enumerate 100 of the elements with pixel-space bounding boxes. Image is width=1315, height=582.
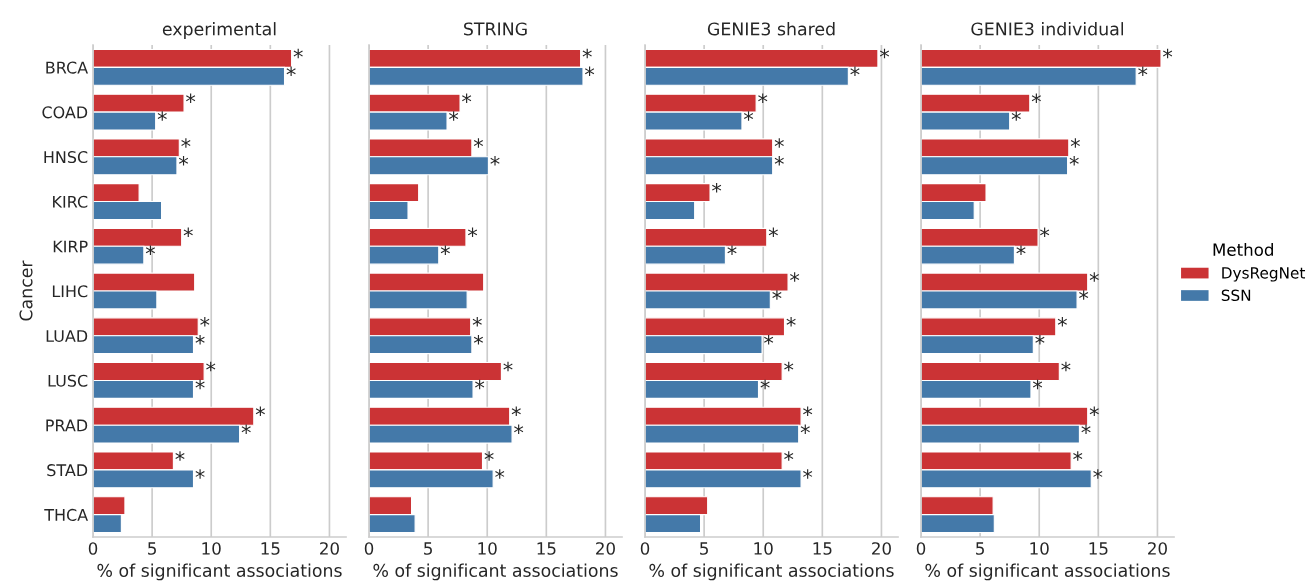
data-label: * [1061, 361, 1071, 372]
x-tick-label: 15 [261, 542, 280, 555]
data-label: * [1032, 379, 1043, 390]
x-tick-label: 5 [976, 542, 984, 555]
data-label: * [784, 361, 794, 372]
chart-title: GENIE3 individual [971, 22, 1124, 36]
x-tick-label: 10 [202, 542, 221, 555]
y-tick-label: KIRC [53, 195, 88, 208]
data-label: * [786, 317, 796, 327]
data-label: * [1093, 469, 1103, 479]
x-tick-label: 20 [596, 542, 615, 555]
y-tick-label: PRAD [46, 419, 88, 432]
data-label: * [774, 138, 784, 148]
data-label: * [183, 227, 193, 238]
data-label: * [495, 469, 505, 479]
y-tick-label: COAD [42, 106, 88, 119]
y-tick-label: KIRP [53, 240, 88, 253]
chart-title: GENIE3 shared [707, 22, 835, 36]
data-label: * [803, 406, 813, 417]
data-label: * [1089, 406, 1099, 417]
data-label: * [462, 93, 472, 103]
data-label: * [514, 424, 524, 434]
data-label: * [195, 469, 205, 479]
x-axis-title: % of significant associations [925, 563, 1170, 581]
data-label: * [473, 138, 484, 148]
data-label: * [1069, 156, 1079, 166]
data-label: * [1016, 245, 1026, 256]
data-label: * [772, 290, 782, 300]
data-label: * [475, 379, 485, 390]
data-label: * [850, 66, 860, 77]
x-tick-label: 0 [364, 542, 374, 555]
data-label: * [255, 406, 265, 417]
data-label: * [585, 66, 595, 77]
data-label: * [200, 317, 210, 327]
data-label: * [1079, 290, 1089, 300]
data-label: * [511, 406, 521, 417]
data-label: * [803, 469, 813, 479]
data-label: * [784, 451, 794, 461]
data-label: * [206, 361, 216, 372]
data-label: * [879, 48, 890, 59]
data-label: * [760, 379, 770, 390]
data-label: * [1089, 272, 1099, 282]
x-tick-label: 0 [640, 542, 650, 555]
x-tick-label: 15 [813, 542, 832, 555]
data-label: * [582, 48, 592, 59]
data-label: * [145, 245, 156, 256]
data-label: * [1070, 138, 1080, 148]
data-label: * [467, 227, 478, 238]
x-tick-label: 20 [1148, 542, 1167, 555]
data-label: * [1057, 317, 1067, 327]
x-tick-label: 5 [700, 542, 708, 555]
data-label: * [774, 156, 784, 166]
data-label: * [286, 66, 296, 77]
data-label: * [1035, 334, 1045, 345]
data-label: * [727, 245, 737, 256]
x-axis-title: % of significant associations [373, 563, 618, 581]
x-tick-label: 5 [424, 542, 432, 555]
data-label: * [712, 182, 722, 193]
data-label: * [758, 93, 768, 103]
data-label: * [503, 361, 513, 372]
x-tick-label: 0 [88, 542, 98, 555]
data-label: * [473, 334, 484, 345]
legend-label: DysRegNet [1222, 267, 1306, 282]
y-tick-label: LUAD [46, 330, 88, 343]
data-label: * [768, 227, 778, 238]
data-label: * [1138, 66, 1148, 77]
x-tick-label: 10 [754, 542, 773, 555]
data-label: * [1081, 424, 1091, 434]
x-tick-label: 20 [872, 542, 891, 555]
x-axis-title: % of significant associations [649, 563, 894, 581]
data-label: * [195, 334, 205, 345]
legend-title: Method [1213, 243, 1273, 256]
x-tick-label: 5 [148, 542, 156, 555]
data-label: * [175, 451, 185, 461]
x-tick-label: 20 [320, 542, 339, 555]
data-label: * [293, 48, 303, 59]
data-label: * [743, 111, 754, 121]
chart-title: STRING [464, 22, 527, 36]
data-label: * [178, 156, 189, 166]
x-tick-label: 10 [1030, 542, 1049, 555]
y-tick-label: LUSC [48, 374, 88, 387]
data-label: * [181, 138, 191, 148]
data-label: * [157, 111, 167, 121]
y-tick-label: THCA [44, 508, 89, 521]
x-tick-label: 15 [537, 542, 556, 555]
x-tick-label: 10 [478, 542, 497, 555]
data-label: * [186, 93, 196, 103]
x-tick-label: 0 [916, 542, 926, 555]
data-label: * [490, 156, 500, 166]
chart-title: experimental [162, 22, 276, 39]
y-tick-label: STAD [47, 464, 88, 477]
data-label: * [800, 424, 810, 434]
data-label: * [1163, 48, 1173, 59]
data-label: * [195, 379, 205, 390]
data-label: * [764, 334, 774, 345]
y-axis-title: Cancer [19, 260, 33, 321]
data-label: * [790, 272, 800, 282]
data-label: * [241, 424, 251, 434]
data-label: * [484, 451, 494, 461]
x-axis-title: % of significant associations [97, 563, 342, 581]
